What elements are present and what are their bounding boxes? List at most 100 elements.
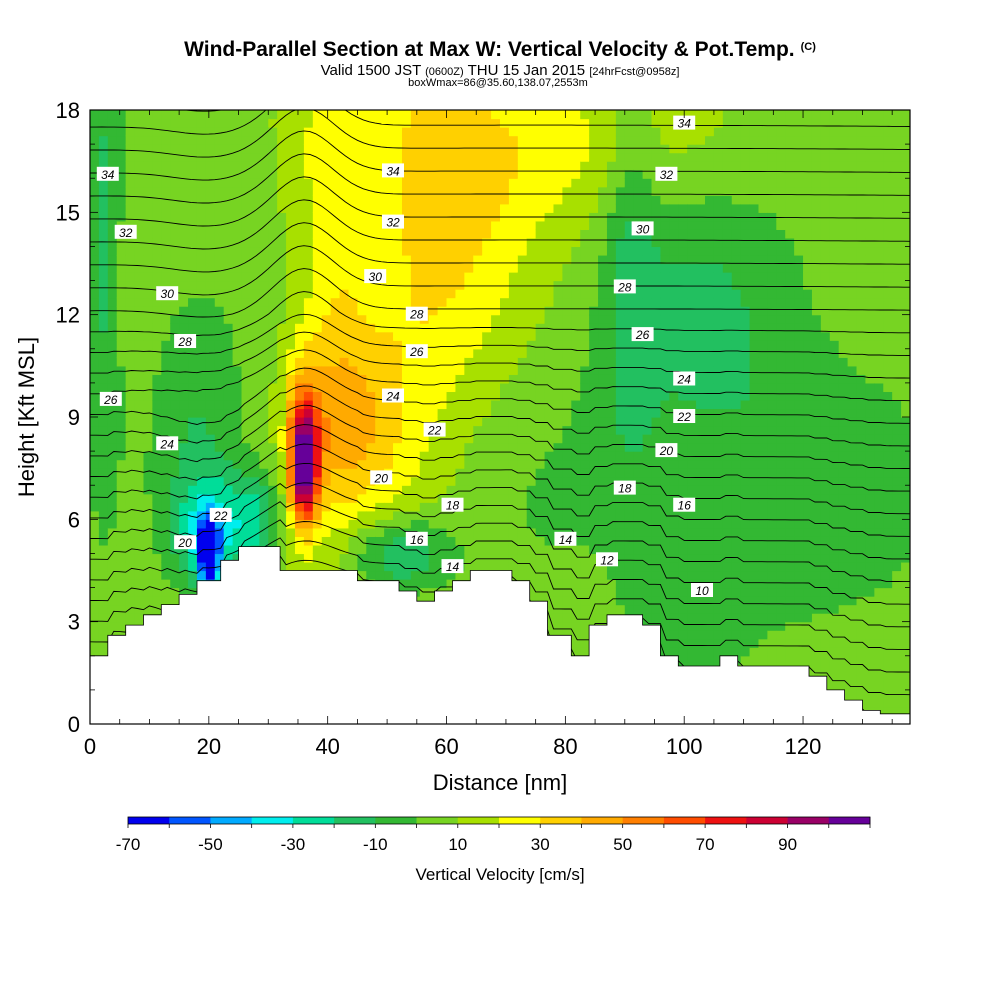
velocity-cell bbox=[366, 510, 376, 520]
velocity-cell bbox=[464, 451, 474, 461]
velocity-cell bbox=[455, 365, 465, 375]
velocity-cell bbox=[286, 553, 296, 563]
velocity-cell bbox=[615, 110, 626, 120]
velocity-cell bbox=[482, 468, 492, 478]
velocity-cell bbox=[705, 544, 715, 555]
velocity-cell bbox=[188, 195, 198, 205]
velocity-cell bbox=[437, 152, 448, 162]
velocity-cell bbox=[473, 553, 483, 563]
velocity-cell bbox=[312, 118, 323, 128]
velocity-cell bbox=[410, 161, 421, 171]
velocity-cell bbox=[277, 374, 287, 384]
velocity-cell bbox=[678, 127, 688, 137]
velocity-cell bbox=[188, 263, 198, 273]
velocity-cell bbox=[660, 493, 670, 503]
velocity-cell bbox=[562, 152, 572, 162]
velocity-cell bbox=[384, 118, 394, 128]
velocity-cell bbox=[410, 579, 421, 589]
velocity-cell bbox=[428, 476, 439, 486]
velocity-cell bbox=[500, 314, 510, 324]
velocity-cell bbox=[500, 502, 510, 512]
velocity-cell bbox=[205, 212, 216, 222]
velocity-cell bbox=[152, 485, 162, 495]
velocity-cell bbox=[241, 374, 252, 384]
velocity-cell bbox=[179, 510, 189, 520]
velocity-cell bbox=[687, 425, 697, 435]
velocity-cell bbox=[678, 331, 688, 341]
velocity-cell bbox=[428, 331, 439, 341]
velocity-cell bbox=[330, 127, 341, 137]
velocity-cell bbox=[633, 118, 644, 128]
velocity-cell bbox=[562, 493, 572, 503]
velocity-cell bbox=[517, 178, 528, 188]
velocity-cell bbox=[107, 621, 118, 631]
velocity-cell bbox=[90, 604, 100, 614]
velocity-cell bbox=[401, 570, 412, 580]
velocity-cell bbox=[482, 425, 492, 435]
velocity-cell bbox=[473, 476, 483, 486]
velocity-cell bbox=[464, 237, 474, 248]
velocity-cell bbox=[437, 289, 448, 299]
velocity-cell bbox=[535, 331, 546, 341]
velocity-cell bbox=[295, 203, 305, 213]
velocity-cell bbox=[339, 417, 350, 427]
velocity-cell bbox=[660, 613, 670, 623]
velocity-cell bbox=[598, 544, 608, 555]
velocity-cell bbox=[651, 527, 662, 537]
velocity-cell bbox=[562, 630, 572, 640]
velocity-cell bbox=[295, 169, 305, 179]
velocity-cell bbox=[143, 272, 153, 282]
velocity-cell bbox=[633, 289, 644, 299]
velocity-cell bbox=[535, 237, 546, 248]
velocity-cell bbox=[473, 152, 483, 162]
velocity-cell bbox=[188, 348, 198, 358]
velocity-cell bbox=[223, 237, 234, 248]
velocity-cell bbox=[170, 365, 180, 375]
velocity-cell bbox=[589, 417, 599, 427]
velocity-cell bbox=[98, 485, 109, 495]
velocity-cell bbox=[687, 613, 697, 623]
velocity-cell bbox=[170, 195, 180, 205]
velocity-cell bbox=[473, 110, 483, 120]
velocity-cell bbox=[544, 408, 555, 418]
velocity-cell bbox=[134, 254, 145, 265]
velocity-cell bbox=[589, 579, 599, 589]
velocity-cell bbox=[410, 263, 421, 273]
velocity-cell bbox=[446, 203, 457, 213]
velocity-cell bbox=[348, 144, 358, 154]
velocity-cell bbox=[375, 178, 385, 188]
velocity-cell bbox=[196, 365, 207, 375]
velocity-cell bbox=[455, 476, 465, 486]
velocity-cell bbox=[615, 314, 626, 324]
velocity-cell bbox=[660, 561, 670, 572]
velocity-cell bbox=[241, 434, 252, 444]
velocity-cell bbox=[330, 110, 341, 120]
velocity-cell bbox=[90, 289, 100, 299]
velocity-cell bbox=[348, 289, 358, 299]
velocity-cell bbox=[410, 178, 421, 188]
velocity-cell bbox=[214, 186, 225, 196]
velocity-cell bbox=[428, 118, 439, 128]
velocity-cell bbox=[508, 391, 519, 401]
velocity-cell bbox=[437, 536, 448, 546]
velocity-cell bbox=[606, 536, 617, 546]
velocity-cell bbox=[482, 417, 492, 427]
velocity-cell bbox=[205, 536, 216, 546]
velocity-cell bbox=[517, 519, 528, 529]
velocity-cell bbox=[687, 306, 697, 316]
velocity-cell bbox=[660, 630, 670, 640]
velocity-cell bbox=[188, 237, 198, 248]
velocity-cell bbox=[428, 272, 439, 282]
velocity-cell bbox=[98, 604, 109, 614]
velocity-cell bbox=[500, 459, 510, 469]
velocity-cell bbox=[339, 365, 350, 375]
velocity-cell bbox=[384, 314, 394, 324]
velocity-cell bbox=[366, 382, 376, 393]
velocity-cell bbox=[606, 331, 617, 341]
velocity-cell bbox=[250, 280, 260, 290]
velocity-cell bbox=[107, 587, 118, 597]
velocity-cell bbox=[544, 561, 555, 572]
velocity-cell bbox=[321, 519, 332, 529]
velocity-cell bbox=[500, 237, 510, 248]
velocity-cell bbox=[348, 169, 358, 179]
